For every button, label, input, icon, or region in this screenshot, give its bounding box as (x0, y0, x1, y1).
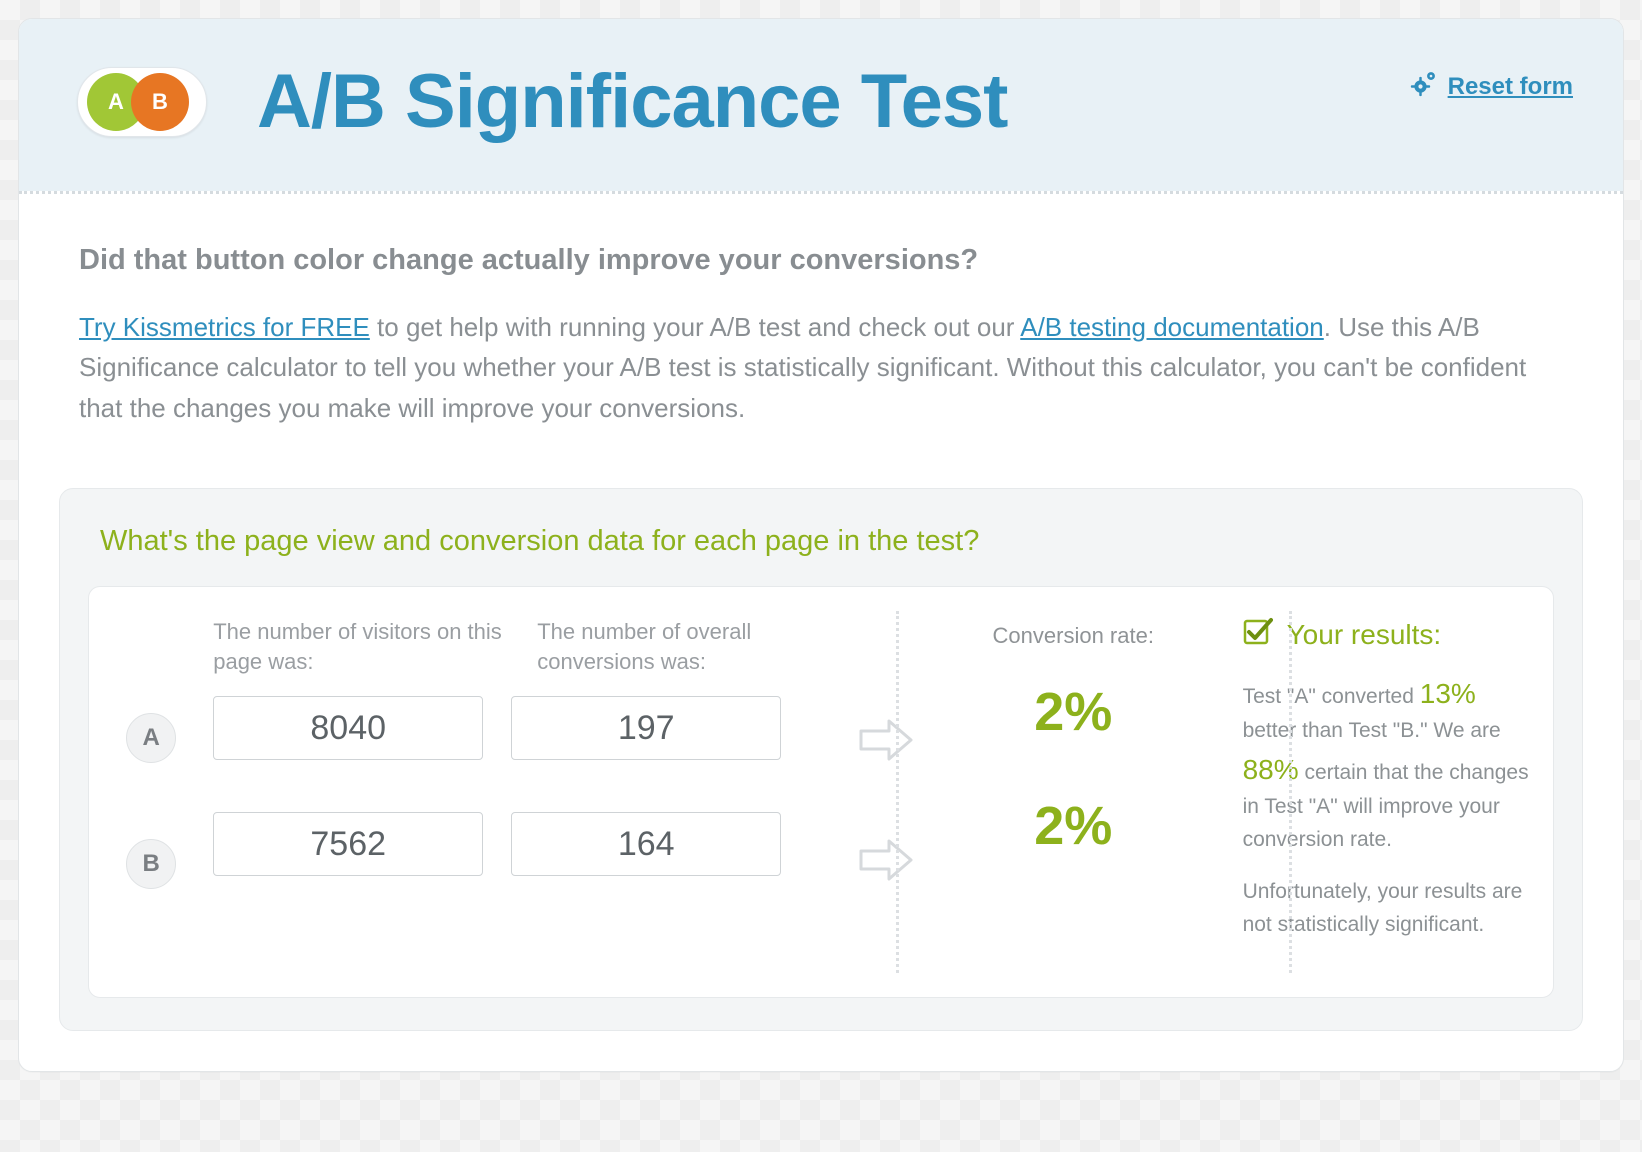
pct-better: 13% (1420, 678, 1476, 709)
ab-docs-link[interactable]: A/B testing documentation (1020, 312, 1324, 342)
visitors-label: The number of visitors on this page was: (213, 617, 509, 676)
visitors-b-input[interactable] (213, 812, 483, 876)
divider-1 (896, 611, 899, 974)
rate-label: Conversion rate: (930, 617, 1217, 685)
header: A B A/B Significance Test (19, 19, 1623, 191)
rates-column: Conversion rate: 2% 2% (930, 617, 1217, 962)
arrows-column (844, 617, 930, 962)
panel-body: A B The number of visitors on this page … (88, 586, 1554, 999)
rate-b-value: 2% (930, 799, 1217, 853)
checkbox-checked-icon (1243, 617, 1273, 654)
conversions-label: The number of overall conversions was: (537, 617, 833, 676)
visitors-a-input[interactable] (213, 696, 483, 760)
inputs-column: The number of visitors on this page was:… (213, 617, 844, 962)
reset-form-link[interactable]: Reset form (1410, 69, 1573, 104)
ab-logo: A B (69, 59, 219, 145)
results-copy: Test "A" converted 13% better than Test … (1243, 672, 1535, 942)
logo-b-circle: B (131, 73, 189, 131)
reset-form-label: Reset form (1448, 73, 1573, 101)
results-text: better than Test "B." We are (1243, 719, 1501, 742)
arrow-icon (859, 717, 915, 763)
panel-question: What's the page view and conversion data… (100, 525, 1554, 558)
gears-icon (1410, 69, 1438, 104)
intro-text-1: to get help with running your A/B test a… (370, 312, 1020, 342)
intro-section: Did that button color change actually im… (19, 194, 1623, 468)
page-title: A/B Significance Test (257, 64, 1007, 140)
badge-column: A B (89, 617, 213, 962)
results-text: Test "A" converted (1243, 685, 1420, 708)
conversions-a-input[interactable] (511, 696, 781, 760)
variant-a-badge: A (126, 713, 176, 763)
input-panel: What's the page view and conversion data… (59, 488, 1583, 1032)
rate-a-value: 2% (930, 685, 1217, 739)
conversions-b-input[interactable] (511, 812, 781, 876)
try-kissmetrics-link[interactable]: Try Kissmetrics for FREE (79, 312, 370, 342)
app-card: A B A/B Significance Test (18, 18, 1624, 1072)
arrow-icon (859, 837, 915, 883)
divider-2 (1289, 611, 1292, 974)
intro-subheading: Did that button color change actually im… (79, 244, 1563, 277)
variant-b-badge: B (126, 839, 176, 889)
results-column: Your results: Test "A" converted 13% bet… (1217, 617, 1553, 962)
intro-paragraph: Try Kissmetrics for FREE to get help wit… (79, 307, 1563, 428)
results-heading: Your results: (1287, 619, 1442, 651)
results-not-significant: Unfortunately, your results are not stat… (1243, 876, 1535, 941)
